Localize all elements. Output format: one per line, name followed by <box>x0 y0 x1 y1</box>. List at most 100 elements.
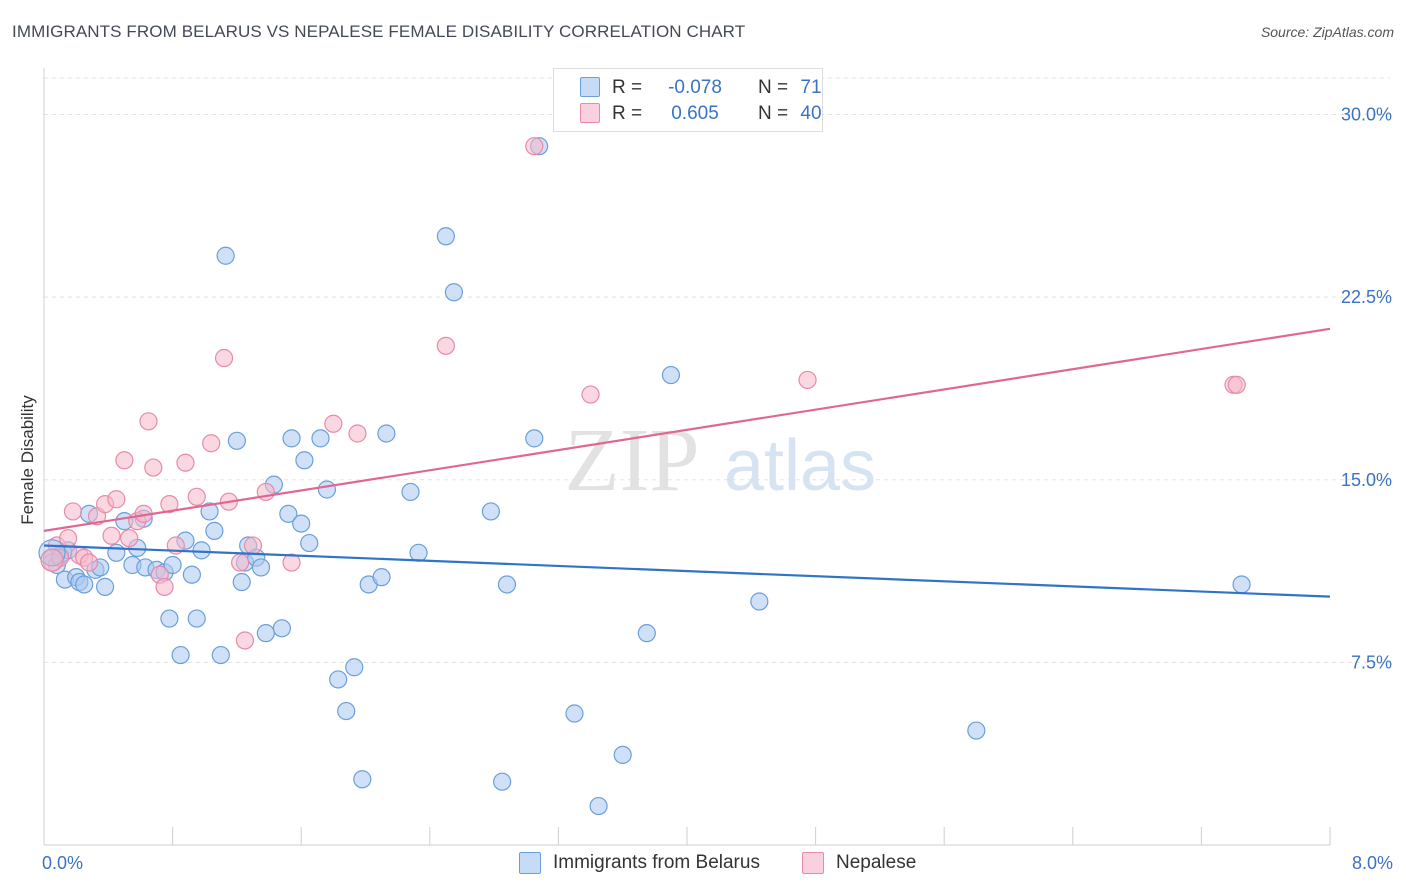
nepalese-point <box>102 526 121 545</box>
belarus-point <box>200 502 219 521</box>
belarus-point <box>192 541 211 560</box>
trend-lines <box>43 327 1331 598</box>
y-axis-label: Female Disability <box>18 395 37 525</box>
belarus-point <box>1232 575 1251 594</box>
source-credit: Source: ZipAtlas.com <box>1260 24 1394 40</box>
belarus-point <box>171 645 190 665</box>
belarus-legend-swatch <box>519 852 541 874</box>
watermark: ZIP atlas <box>565 411 877 510</box>
belarus-point <box>95 577 115 596</box>
nepalese-point <box>235 631 255 650</box>
nepalese-point <box>144 458 163 477</box>
y-tick-label: 30.0% <box>1341 105 1392 125</box>
correlation-legend: R = -0.078 N = 71 R = 0.605 N = 40 <box>553 68 823 132</box>
axes <box>43 68 1331 846</box>
nepalese-point <box>50 548 70 567</box>
nepalese-point <box>139 412 158 431</box>
n-label: N = <box>758 77 789 98</box>
belarus-point <box>272 619 292 638</box>
belarus-point <box>205 521 224 540</box>
chart-title: IMMIGRANTS FROM BELARUS VS NEPALESE FEMA… <box>12 22 746 41</box>
nepalese-point <box>436 336 455 355</box>
belarus-point <box>232 572 251 592</box>
watermark-atlas: atlas <box>724 426 876 506</box>
belarus-point <box>187 609 206 628</box>
legend-item-belarus[interactable]: Immigrants from Belarus <box>519 852 760 874</box>
r-value: -0.078 <box>668 77 722 98</box>
nepalese-point <box>202 434 221 453</box>
belarus-point <box>300 533 319 553</box>
nepalese-point <box>176 453 195 472</box>
belarus-point <box>256 624 275 643</box>
series-legend: Immigrants from Belarus Nepalese <box>0 850 1406 878</box>
nepalese-point <box>1227 375 1246 394</box>
belarus-trend-line <box>43 544 1331 598</box>
nepalese-point <box>525 137 544 156</box>
belarus-point <box>345 658 364 677</box>
belarus-point <box>661 365 681 385</box>
nepalese-trend-line <box>43 327 1331 532</box>
n-value: 71 <box>800 77 822 98</box>
belarus-point <box>317 480 337 499</box>
r-label: R = <box>612 77 643 98</box>
nepalese-point <box>63 502 83 521</box>
belarus-point <box>613 745 632 765</box>
belarus-point <box>292 514 311 533</box>
belarus-point <box>337 701 356 721</box>
belarus-point <box>525 429 544 448</box>
nepalese-swatch <box>580 103 600 123</box>
belarus-point <box>589 796 608 816</box>
nepalese-point <box>798 370 817 390</box>
legend-label-belarus: Immigrants from Belarus <box>553 852 760 873</box>
belarus-point <box>160 609 179 628</box>
nepalese-point <box>107 490 126 509</box>
belarus-point <box>182 565 201 584</box>
belarus-point <box>107 543 126 562</box>
belarus-point <box>481 502 500 521</box>
belarus-swatch <box>580 77 600 97</box>
belarus-point <box>967 721 986 740</box>
belarus-point <box>251 558 271 577</box>
nepalese-point <box>581 385 600 404</box>
belarus-point <box>216 246 235 265</box>
nepalese-point <box>324 414 343 433</box>
legend-item-nepalese[interactable]: Nepalese <box>802 852 916 874</box>
nepalese-point <box>115 451 134 470</box>
x-tick-label: 0.0% <box>42 853 83 873</box>
belarus-point <box>227 431 246 450</box>
watermark-zip: ZIP <box>565 411 700 510</box>
belarus-point <box>279 504 298 523</box>
y-tick-label: 22.5% <box>1341 287 1392 307</box>
belarus-point <box>295 451 314 470</box>
tick-labels: 7.5% 15.0% 22.5% 30.0% 0.0% 8.0% <box>42 105 1393 873</box>
belarus-point <box>750 592 769 611</box>
belarus-point <box>282 429 301 448</box>
nepalese-point <box>231 553 250 572</box>
belarus-point <box>401 482 420 502</box>
belarus-point <box>409 543 428 562</box>
belarus-point <box>436 227 455 246</box>
legend-label-nepalese: Nepalese <box>836 852 917 873</box>
belarus-point <box>311 429 330 448</box>
belarus-point <box>377 424 396 443</box>
nepalese-point <box>120 529 139 548</box>
belarus-point <box>163 555 182 575</box>
nepalese-point <box>187 487 206 506</box>
belarus-point <box>329 670 348 689</box>
nepalese-point <box>160 495 179 514</box>
belarus-point <box>353 770 372 789</box>
r-value: 0.605 <box>671 103 719 124</box>
belarus-point <box>211 645 230 665</box>
n-label: N = <box>758 103 789 124</box>
n-value: 40 <box>800 103 822 124</box>
belarus-point <box>565 704 584 723</box>
nepalese-point <box>40 548 64 572</box>
belarus-point <box>493 772 512 791</box>
nepalese-point <box>155 577 174 596</box>
nepalese-point <box>348 424 367 443</box>
x-tick-label: 8.0% <box>1352 853 1393 873</box>
r-label: R = <box>612 103 643 124</box>
belarus-point <box>372 568 391 587</box>
y-tick-label: 7.5% <box>1351 652 1392 672</box>
